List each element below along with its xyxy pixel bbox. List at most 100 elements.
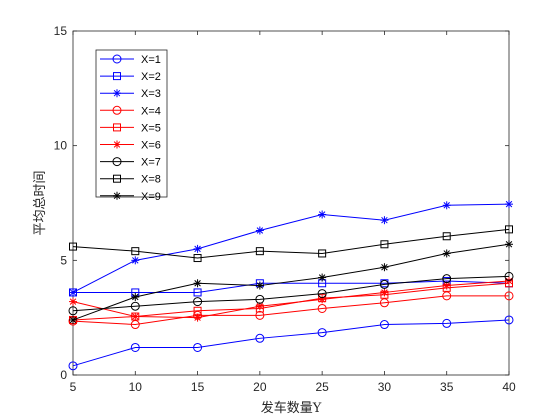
data-point [69, 315, 77, 324]
data-point [504, 271, 514, 281]
legend-label: X=9 [141, 191, 161, 203]
x-tick-label: 15 [191, 380, 205, 394]
data-point [69, 288, 77, 297]
series-5 [69, 279, 513, 324]
legend-marker [112, 105, 122, 115]
data-point [318, 273, 327, 282]
data-point [379, 320, 389, 330]
legend-item: X=1 [100, 54, 161, 66]
data-point [442, 318, 452, 328]
series-9 [69, 240, 513, 324]
legend-label: X=5 [141, 122, 161, 134]
data-point [193, 297, 203, 307]
y-axis: 0 5 10 15 [54, 24, 509, 382]
series-line [72, 282, 510, 321]
x-tick-label: 30 [378, 380, 392, 394]
data-point [255, 333, 265, 343]
data-point [130, 320, 140, 330]
x-tick-label: 5 [70, 380, 77, 394]
data-point [68, 361, 78, 371]
series-7 [68, 271, 514, 316]
legend: X=1 X=2 X=3 X=4 X=5 X=6 X=7 X=8 X=9 [95, 49, 168, 203]
series-line [72, 319, 510, 367]
data-point [504, 315, 514, 325]
legend-item: X=4 [100, 105, 161, 117]
data-point [255, 281, 264, 290]
data-point [380, 288, 389, 297]
series-line [72, 243, 510, 321]
legend-marker [112, 157, 122, 167]
x-axis-label: 发车数量Y [261, 400, 322, 416]
data-point [193, 313, 202, 322]
legend-item: X=5 [100, 122, 161, 134]
legend-marker [112, 54, 122, 64]
legend-label: X=8 [141, 174, 161, 186]
data-point [255, 294, 265, 304]
data-point [131, 293, 140, 302]
x-tick-label: 10 [129, 380, 143, 394]
data-point [69, 242, 77, 251]
series-line [72, 280, 510, 319]
series-8 [69, 225, 513, 263]
legend-label: X=7 [141, 157, 161, 169]
series-line [72, 228, 510, 259]
series-line [72, 275, 510, 312]
x-tick-label: 35 [440, 380, 454, 394]
legend-label: X=6 [141, 140, 161, 152]
data-point [193, 244, 202, 253]
legend-label: X=1 [141, 54, 161, 66]
data-point [442, 291, 452, 301]
data-point [131, 312, 140, 321]
data-point [193, 342, 203, 352]
data-point [505, 276, 513, 285]
data-point [380, 263, 389, 272]
y-axis-label: 平均总时间 [33, 170, 48, 235]
data-point [505, 225, 513, 234]
series-layer [68, 200, 514, 371]
data-point [255, 226, 264, 235]
legend-marker [113, 140, 121, 149]
data-point [442, 201, 451, 210]
legend-item: X=2 [100, 71, 161, 83]
data-point [131, 256, 140, 265]
data-point [505, 200, 513, 209]
legend-label: X=4 [141, 105, 161, 117]
data-point [379, 298, 389, 308]
y-tick-label: 0 [60, 368, 67, 382]
legend-label: X=3 [141, 88, 161, 100]
data-point [318, 210, 327, 219]
legend-marker [113, 89, 121, 98]
legend-marker [113, 72, 121, 81]
data-point [255, 247, 264, 256]
data-point [380, 216, 389, 225]
legend-item: X=9 [100, 191, 161, 203]
data-point [380, 240, 389, 249]
x-tick-label: 25 [315, 380, 329, 394]
legend-marker [113, 123, 121, 132]
legend-marker [113, 174, 121, 183]
series-line [73, 280, 510, 293]
y-tick-label: 5 [60, 253, 67, 267]
data-point [193, 279, 202, 288]
legend-item: X=7 [100, 157, 161, 169]
legend-item: X=8 [100, 174, 161, 186]
series-3 [69, 200, 513, 297]
data-point [317, 328, 327, 338]
data-point [318, 249, 327, 258]
legend-label: X=2 [141, 71, 161, 83]
data-point [317, 303, 327, 313]
data-point [130, 301, 140, 311]
x-axis: 5 10 15 20 25 30 35 40 [70, 31, 516, 394]
y-tick-label: 15 [54, 24, 68, 38]
data-point [193, 254, 202, 263]
data-point [69, 297, 77, 306]
data-point [68, 306, 78, 316]
data-point [317, 289, 327, 299]
data-point [505, 240, 513, 249]
legend-box [95, 49, 168, 198]
data-point [442, 274, 452, 284]
data-point [504, 291, 514, 301]
y-tick-label: 10 [54, 139, 68, 153]
legend-marker [113, 191, 121, 200]
